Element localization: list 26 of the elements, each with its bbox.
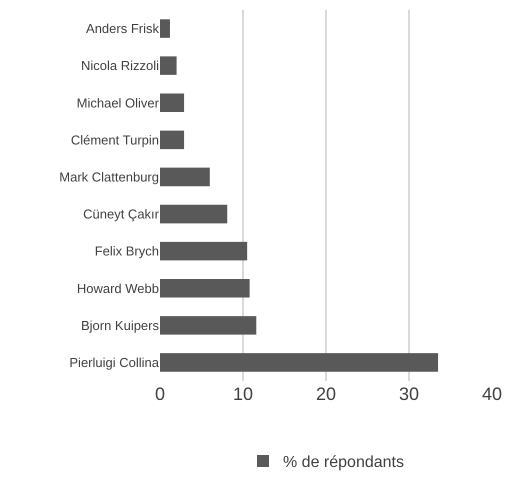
legend-label: % de répondants bbox=[283, 454, 404, 472]
y-tick-label: Nicola Rizzoli bbox=[80, 58, 160, 74]
bar bbox=[160, 93, 184, 112]
y-tick-label: Clément Turpin bbox=[70, 132, 159, 148]
x-tick-label: 30 bbox=[398, 384, 420, 404]
bar bbox=[160, 242, 248, 260]
bar bbox=[160, 353, 438, 372]
bar bbox=[160, 204, 228, 224]
y-tick-label: Michael Oliver bbox=[76, 95, 160, 110]
x-tick-label: 20 bbox=[316, 384, 336, 404]
bar bbox=[160, 130, 184, 150]
bar bbox=[160, 19, 170, 38]
x-tick-label: 10 bbox=[232, 384, 254, 404]
bar bbox=[160, 168, 210, 186]
x-tick-label: 40 bbox=[482, 384, 502, 404]
y-tick-label: Felix Brych bbox=[94, 244, 159, 259]
x-tick-label: 0 bbox=[154, 384, 166, 404]
y-tick-label: Pierluigi Collina bbox=[69, 355, 160, 370]
y-tick-label: Mark Clattenburg bbox=[59, 170, 159, 184]
y-tick-label: Cüneyt Çakır bbox=[83, 206, 160, 222]
y-tick-label: Howard Webb bbox=[76, 280, 159, 296]
bar bbox=[160, 278, 250, 298]
bar bbox=[160, 316, 256, 335]
y-tick-label: Anders Frisk bbox=[86, 21, 160, 36]
y-tick-label: Bjorn Kuipers bbox=[80, 318, 160, 333]
bar bbox=[160, 56, 177, 75]
